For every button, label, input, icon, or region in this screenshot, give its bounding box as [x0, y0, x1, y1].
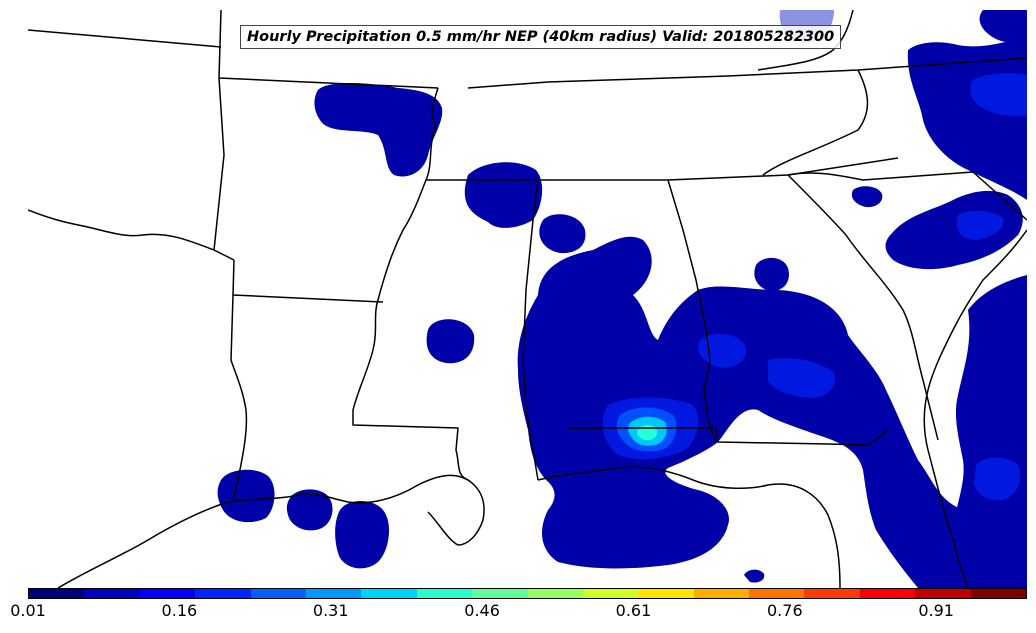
colorbar-segment [29, 589, 85, 598]
precip-area-al-ga [517, 236, 1027, 588]
border-fl-north [568, 427, 889, 446]
colorbar-segment [749, 589, 805, 598]
colorbar-segment [859, 589, 916, 598]
border-ms-al [522, 179, 539, 481]
border-ok-ks [28, 29, 222, 48]
border-ar-la [232, 259, 384, 303]
colorbar-segment [693, 589, 750, 598]
colorbar-segment [804, 589, 860, 598]
precip-area-nc-core [970, 73, 1027, 116]
colorbar-tick-label: 0.31 [312, 601, 349, 620]
precip-area-gulf-2 [286, 489, 333, 531]
coastline-louisiana [57, 474, 485, 588]
precip-area-atlantic [951, 275, 1027, 588]
colorbar-segment [361, 589, 417, 598]
colorbar-segment [472, 589, 528, 598]
precip-area-al-core-3 [637, 425, 658, 441]
precip-area-atlantic-core [974, 457, 1021, 501]
colorbar-segment [195, 589, 251, 598]
colorbar [28, 588, 1027, 599]
coastline-florida-gulf [537, 466, 841, 588]
border-ar-west [213, 77, 235, 261]
precip-area-ga-small [754, 257, 789, 292]
colorbar-tick-label: 0.61 [615, 601, 652, 620]
border-tx-la [230, 294, 248, 501]
border-nc-va-upper [757, 10, 854, 71]
precip-area-tn-ar [314, 83, 443, 177]
colorbar-segment [527, 589, 583, 598]
precip-area-c-ms [426, 319, 475, 364]
colorbar-tick-label: 0.01 [10, 601, 46, 620]
precipitation-field [217, 10, 1027, 588]
colorbar-tick-label: 0.76 [767, 601, 803, 620]
precip-area-sc-1 [851, 186, 883, 208]
precipitation-map [28, 10, 1027, 588]
boundaries [28, 10, 1027, 588]
colorbar-segment [139, 589, 196, 598]
precip-area-gulf-4 [744, 569, 765, 583]
map-title: Hourly Precipitation 0.5 mm/hr NEP (40km… [240, 25, 842, 49]
precip-area-n-al [539, 214, 586, 254]
precip-area-ne-corner [979, 10, 1027, 43]
precip-area-sc-2 [885, 190, 1023, 270]
border-mississippi-river [352, 87, 469, 481]
colorbar-segment [970, 589, 1027, 598]
colorbar-segment [638, 589, 694, 598]
colorbar-tick-label: 0.91 [918, 601, 954, 620]
precip-area-gulf-3 [335, 501, 390, 569]
border-nc-sc [787, 171, 1027, 221]
map-panel: Hourly Precipitation 0.5 mm/hr NEP (40km… [28, 10, 1027, 588]
precip-area-n-ms [464, 162, 543, 228]
border-ky-tn [467, 57, 1027, 89]
colorbar-segment [915, 589, 971, 598]
colorbar-segment [305, 589, 362, 598]
border-ga-sc [787, 174, 939, 441]
border-al-ga [667, 179, 717, 443]
colorbar-tick-label: 0.16 [161, 601, 198, 620]
colorbar-segment [250, 589, 306, 598]
colorbar-tick-labels: 0.01 0.16 0.31 0.46 0.61 0.76 0.91 [0, 600, 1036, 630]
colorbar-tick-label: 0.46 [464, 601, 500, 620]
precip-area-sc-core [956, 210, 1004, 240]
coastline-atlantic [923, 229, 1027, 588]
colorbar-segment [84, 589, 140, 598]
precip-area-ga-mid [768, 358, 836, 398]
colorbar-segment [416, 589, 473, 598]
colorbar-segment [582, 589, 639, 598]
precip-area-gulf-1 [217, 469, 275, 523]
border-va-nc [762, 69, 869, 176]
border-tx-red-river [28, 209, 215, 251]
border-mo-ar-west [218, 10, 439, 89]
